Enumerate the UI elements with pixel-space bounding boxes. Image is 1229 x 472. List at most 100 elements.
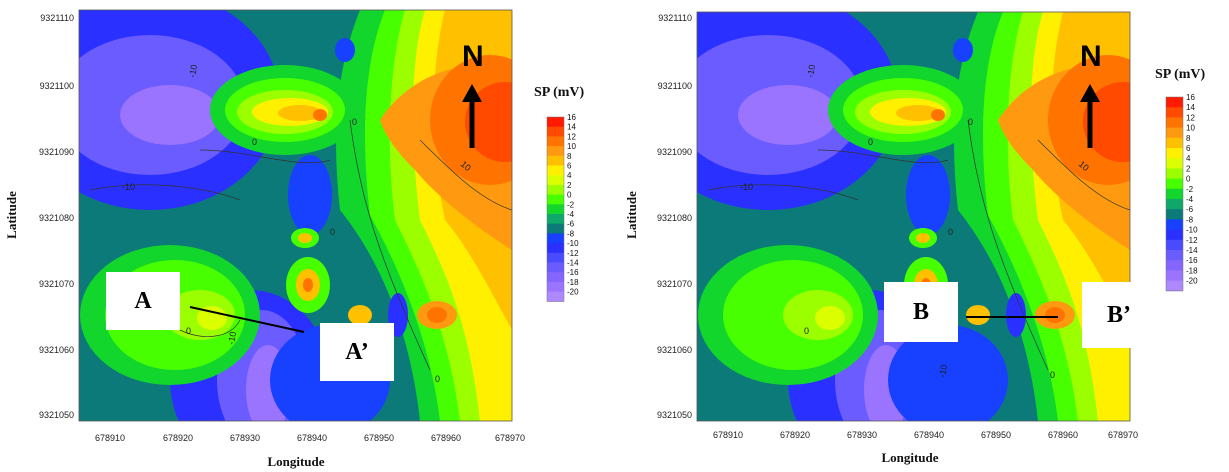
contour-label: 0 <box>948 227 953 237</box>
colorbar-tick-label: -10 <box>567 239 579 248</box>
colorbar-swatch <box>547 155 564 166</box>
colorbar-swatch <box>1166 127 1183 139</box>
colorbar-swatch <box>1166 270 1183 282</box>
sp-contour-map-left: -10 0 10 -10 0 0 0 -10 0 N 9321110 93211… <box>4 9 585 469</box>
colorbar-tick-label: -14 <box>1186 246 1198 255</box>
colorbar-tick-label: -2 <box>1186 185 1194 194</box>
colorbar-swatch <box>1166 229 1183 241</box>
colorbar-tick-label: -4 <box>567 210 575 219</box>
north-arrowhead-icon <box>1080 84 1100 102</box>
colorbar-tick-label: -20 <box>567 288 579 297</box>
x-tick: 678930 <box>847 430 877 440</box>
colorbar-swatch <box>547 194 564 205</box>
x-axis-ticks-right: 678910 678920 678930 678940 678950 67896… <box>713 430 1138 440</box>
contour-label: 10 <box>459 159 473 173</box>
colorbar-swatch <box>1166 137 1183 149</box>
y-axis-ticks-right: 9321110 9321100 9321090 9321080 9321070 … <box>657 13 692 420</box>
map-frame-left <box>78 9 513 422</box>
colorbar-swatch <box>547 175 564 186</box>
colorbar-swatch <box>547 223 564 234</box>
colorbar-tick-label: -4 <box>1186 195 1194 204</box>
colorbar-swatch <box>547 214 564 225</box>
profile-label-b-prime: B’ <box>1082 282 1156 348</box>
x-axis-title: Longitude <box>267 454 324 469</box>
y-tick: 9321050 <box>657 410 692 420</box>
colorbar-swatch <box>547 262 564 273</box>
colorbar-swatch <box>1166 199 1183 210</box>
colorbar-tick-label: -8 <box>567 229 575 238</box>
x-tick: 678910 <box>95 433 125 443</box>
colorbar-swatch <box>1166 148 1183 159</box>
colorbar-tick-label: 0 <box>1186 175 1191 184</box>
map-frame-right <box>696 11 1131 422</box>
x-tick: 678940 <box>914 430 944 440</box>
colorbar-tick-label: -20 <box>1186 277 1198 286</box>
colorbar-swatch <box>547 281 564 293</box>
colorbar-tick-label: -12 <box>1186 236 1198 245</box>
y-tick: 9321090 <box>39 147 74 157</box>
colorbar-swatch <box>1166 168 1183 180</box>
colorbar-tick-label: 2 <box>1186 164 1191 173</box>
colorbar-tick-label: 4 <box>1186 154 1191 163</box>
colorbar-tick-label: -16 <box>567 268 579 277</box>
colorbar-tick-label: 4 <box>567 171 572 180</box>
contour-label: 0 <box>1050 370 1055 380</box>
colorbar-swatch <box>1166 107 1183 118</box>
colorbar-swatch <box>1166 97 1183 108</box>
colorbar-tick-label: 14 <box>1186 103 1195 112</box>
contour-label: 0 <box>252 137 257 147</box>
colorbar-tick-label: 12 <box>567 132 576 141</box>
y-tick: 9321060 <box>657 345 692 355</box>
north-label: N <box>462 40 484 73</box>
colorbar-frame <box>546 116 565 302</box>
colorbar-tick-label: 6 <box>567 162 572 171</box>
colorbar-tick-label: -16 <box>1186 256 1198 265</box>
colorbar-swatch <box>547 146 564 157</box>
contour-label: 0 <box>804 326 809 336</box>
y-tick: 9321060 <box>39 345 74 355</box>
contour-label: 0 <box>968 117 973 127</box>
colorbar-tick-label: 0 <box>567 191 572 200</box>
colorbar-swatch <box>1166 209 1183 220</box>
colorbar-frame <box>1165 96 1184 292</box>
y-axis-title: Latitude <box>4 191 19 239</box>
y-tick: 9321110 <box>40 13 74 23</box>
x-tick: 678920 <box>163 433 193 443</box>
colorbar-tick-label: -8 <box>1186 215 1194 224</box>
x-axis-ticks-left: 678910 678920 678930 678940 678950 67896… <box>95 433 525 443</box>
contour-label: 10 <box>1077 159 1091 173</box>
map-panel-right: -10 0 10 -10 0 0 0 -10 0 N 9321110 93211… <box>620 0 1229 472</box>
colorbar-tick-label: -2 <box>567 200 575 209</box>
x-axis-title: Longitude <box>881 450 938 465</box>
y-tick: 9321080 <box>657 213 692 223</box>
contour-label: 0 <box>868 137 873 147</box>
colorbar-tick-label: 2 <box>567 181 572 190</box>
x-tick: 678950 <box>981 430 1011 440</box>
x-tick: 678950 <box>364 433 394 443</box>
colorbar-swatch <box>1166 280 1183 292</box>
colorbar-swatch <box>1166 250 1183 261</box>
x-tick: 678940 <box>297 433 327 443</box>
north-label: N <box>1080 40 1102 73</box>
y-tick: 9321090 <box>657 147 692 157</box>
y-tick: 9321080 <box>39 213 74 223</box>
colorbar-swatch <box>547 243 564 254</box>
x-tick: 678960 <box>1048 430 1078 440</box>
north-arrowhead-icon <box>462 84 482 102</box>
y-tick: 9321070 <box>39 279 74 289</box>
contour-label: 0 <box>352 117 357 127</box>
x-tick: 678970 <box>1108 430 1138 440</box>
colorbar-title: SP (mV) <box>1155 67 1206 82</box>
colorbar-swatch <box>1166 178 1183 190</box>
y-axis-ticks-left: 9321110 9321100 9321090 9321080 9321070 … <box>39 13 74 420</box>
contour-label: -10 <box>226 331 238 346</box>
colorbar-swatch <box>547 165 564 176</box>
contour-label: 0 <box>186 326 191 336</box>
colorbar-tick-label: 10 <box>567 142 576 151</box>
colorbar-tick-label: 10 <box>1186 124 1195 133</box>
colorbar-tick-label: 16 <box>1186 93 1195 102</box>
colorbar-swatch <box>1166 239 1183 251</box>
colorbar-tick-label: 16 <box>567 113 576 122</box>
map-panel-left: -10 0 10 -10 0 0 0 -10 0 N 9321110 93211… <box>0 0 610 472</box>
